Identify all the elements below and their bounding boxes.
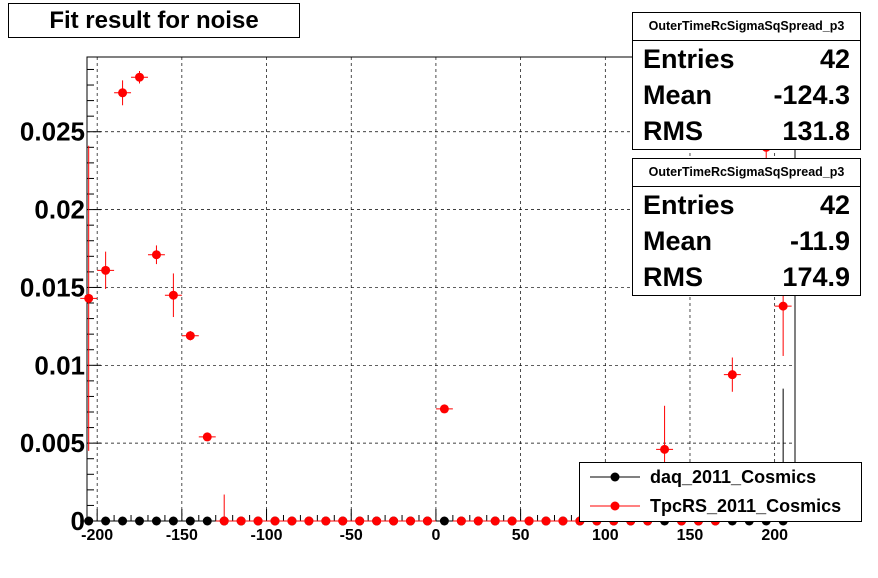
tpcrs-data-point	[355, 516, 365, 526]
stats-value: 174.9	[782, 262, 850, 292]
daq-data-point	[439, 516, 449, 526]
stats-box-1: OuterTimeRcSigmaSqSpread_p3 Entries 42 Me…	[632, 12, 861, 150]
legend-marker-tpcrs	[610, 501, 620, 511]
y-tick-label: 0.02	[34, 195, 85, 225]
stats-value: 42	[819, 44, 850, 74]
legend: daq_2011_Cosmics TpcRS_2011_Cosmics	[579, 462, 862, 522]
tpcrs-data-point	[524, 516, 534, 526]
legend-label: TpcRS_2011_Cosmics	[650, 496, 842, 516]
tpcrs-data-point	[135, 72, 145, 82]
tpcrs-data-point	[660, 444, 670, 454]
tpcrs-data-point	[236, 516, 246, 526]
y-tick-label: 0.005	[20, 428, 85, 458]
x-tick-label: -200	[81, 527, 113, 544]
tpcrs-data-point	[84, 293, 94, 303]
stats-box-2: OuterTimeRcSigmaSqSpread_p3 Entries 42 Me…	[632, 158, 861, 296]
tpcrs-data-point	[151, 250, 161, 260]
stats-mean-row: Mean -124.3	[633, 77, 860, 113]
y-tick-label: 0.025	[20, 117, 85, 147]
stats-label: RMS	[643, 262, 703, 292]
legend-markers	[590, 472, 640, 511]
x-tick-label: -50	[340, 527, 363, 544]
tpcrs-data-point	[456, 516, 466, 526]
tpcrs-data-point	[270, 516, 280, 526]
tpcrs-data-point	[168, 290, 178, 300]
x-tick-label: 150	[677, 527, 704, 544]
stats-label: RMS	[643, 116, 703, 146]
stats-header: OuterTimeRcSigmaSqSpread_p3	[633, 159, 860, 187]
tpcrs-data-point	[202, 432, 212, 442]
stats-label: Mean	[643, 226, 713, 256]
tpcrs-data-point	[321, 516, 331, 526]
tpcrs-data-point	[219, 516, 229, 526]
tpcrs-data-point	[372, 516, 382, 526]
daq-data-point	[118, 516, 128, 526]
daq-data-point	[151, 516, 161, 526]
tpcrs-data-point	[406, 516, 416, 526]
stats-value: -124.3	[773, 80, 850, 110]
daq-data-point	[168, 516, 178, 526]
x-tick-label: 50	[512, 527, 530, 544]
tpcrs-data-point	[473, 516, 483, 526]
stats-entries-row: Entries 42	[633, 187, 860, 223]
stats-rms-row: RMS 131.8	[633, 113, 860, 149]
tpcrs-data-point	[727, 370, 737, 380]
tpcrs-data-point	[118, 88, 128, 98]
tpcrs-data-point	[287, 516, 297, 526]
stats-value: 42	[819, 190, 850, 220]
x-tick-label: -150	[166, 527, 198, 544]
tpcrs-data-point	[253, 516, 263, 526]
tpcrs-data-point	[338, 516, 348, 526]
stats-entries-row: Entries 42	[633, 41, 860, 77]
y-tick-label: 0	[71, 506, 85, 536]
stats-value: 131.8	[782, 116, 850, 146]
legend-marker-daq	[610, 472, 620, 482]
x-tick-label: 200	[761, 527, 788, 544]
daq-data-point	[185, 516, 195, 526]
x-tick-label: 0	[431, 527, 440, 544]
stats-value: -11.9	[789, 226, 850, 256]
daq-data-point	[135, 516, 145, 526]
tpcrs-data-point	[558, 516, 568, 526]
stats-header: OuterTimeRcSigmaSqSpread_p3	[633, 13, 860, 41]
tpcrs-data-point	[422, 516, 432, 526]
y-tick-label: 0.01	[34, 350, 85, 380]
tpcrs-data-point	[304, 516, 314, 526]
tpcrs-data-point	[507, 516, 517, 526]
stats-label: Mean	[643, 80, 713, 110]
chart-title: Fit result for noise	[8, 3, 300, 38]
daq-data-point	[202, 516, 212, 526]
stats-label: Entries	[643, 190, 735, 220]
tpcrs-data-point	[389, 516, 399, 526]
tpcrs-data-point	[185, 331, 195, 341]
daq-data-point	[101, 516, 111, 526]
tpcrs-data-point	[490, 516, 500, 526]
tpcrs-data-point	[439, 404, 449, 414]
legend-entry-daq: daq_2011_Cosmics	[580, 463, 861, 491]
x-tick-label: 100	[592, 527, 619, 544]
legend-label: daq_2011_Cosmics	[650, 467, 817, 487]
tpcrs-data-point	[541, 516, 551, 526]
stats-mean-row: Mean -11.9	[633, 223, 860, 259]
legend-entry-tpcrs: TpcRS_2011_Cosmics	[580, 492, 861, 520]
tpcrs-data-point	[101, 265, 111, 275]
stats-rms-row: RMS 174.9	[633, 259, 860, 295]
daq-data-point	[84, 516, 94, 526]
tpcrs-data-point	[778, 301, 788, 311]
y-tick-label: 0.015	[20, 272, 85, 302]
x-tick-label: -100	[251, 527, 283, 544]
stats-label: Entries	[643, 44, 735, 74]
